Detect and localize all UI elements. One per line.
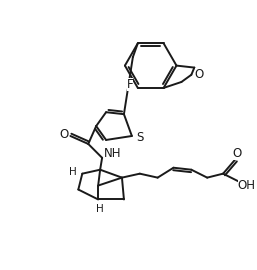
Text: OH: OH xyxy=(238,179,256,192)
Text: H: H xyxy=(96,204,104,214)
Text: O: O xyxy=(195,68,204,81)
Text: O: O xyxy=(232,147,242,160)
Text: S: S xyxy=(136,131,143,144)
Text: NH: NH xyxy=(104,147,122,160)
Text: O: O xyxy=(60,127,69,140)
Text: F: F xyxy=(126,79,133,92)
Text: H: H xyxy=(69,167,76,177)
